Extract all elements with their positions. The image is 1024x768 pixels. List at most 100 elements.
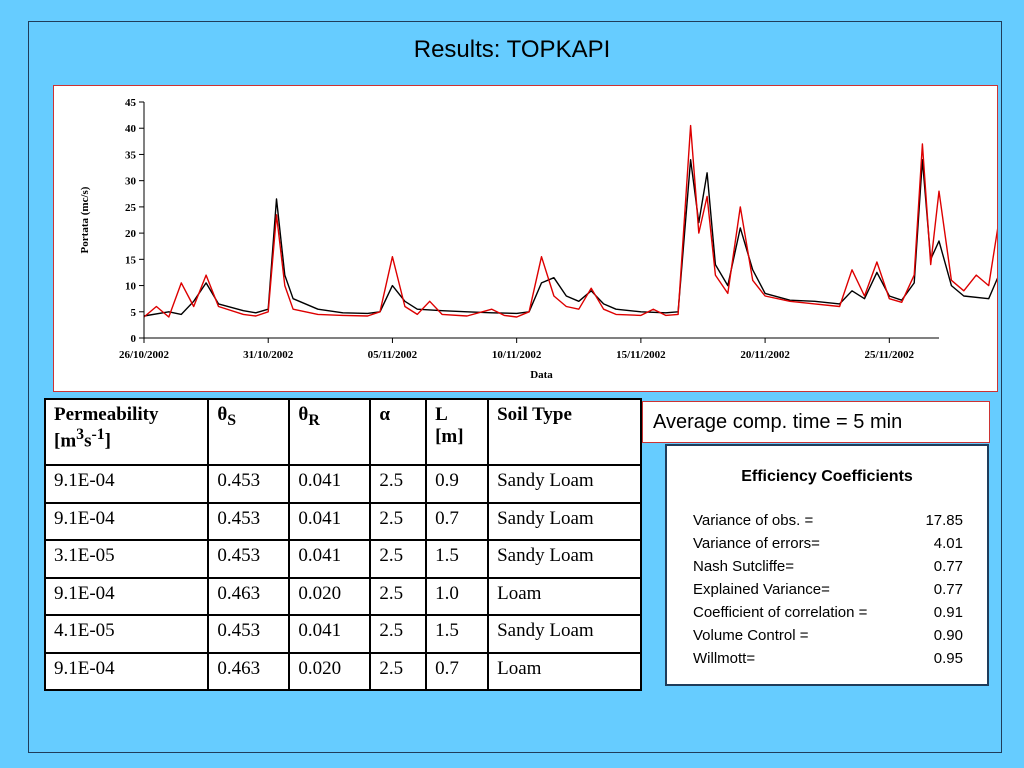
table-cell: Sandy Loam [487, 614, 642, 654]
table-cell: 0.020 [288, 651, 372, 691]
table-row: 9.1E-04 0.453 0.041 2.5 0.7 Sandy Loam [43, 501, 642, 541]
x-tick-label: 15/11/2002 [616, 349, 666, 361]
y-tick-label: 5 [131, 307, 137, 319]
x-axis-label: Data [530, 369, 553, 381]
table-row: 9.1E-04 0.453 0.041 2.5 0.9 Sandy Loam [43, 464, 642, 504]
series-line-1 [143, 159, 997, 317]
x-tick-label: 25/11/2002 [865, 349, 915, 361]
efficiency-label: Coefficient of correlation = [693, 604, 868, 621]
table-cell: 2.5 [369, 651, 428, 691]
table-cell: 0.7 [425, 651, 490, 691]
efficiency-row: Explained Variance= 0.77 [693, 578, 963, 601]
y-tick-label: 10 [125, 281, 137, 293]
average-computation-time: Average comp. time = 5 min [642, 401, 990, 443]
table-cell: 0.041 [288, 614, 372, 654]
efficiency-label: Willmott= [693, 650, 756, 667]
efficiency-title: Efficiency Coefficients [741, 468, 913, 485]
y-tick-label: 25 [125, 202, 137, 214]
table-cell: 0.041 [288, 539, 372, 579]
header-text: α [379, 404, 391, 425]
y-tick-label: 20 [125, 228, 137, 240]
y-tick-label: 0 [131, 333, 137, 345]
x-tick-label: 20/11/2002 [740, 349, 790, 361]
table-cell: 0.453 [207, 614, 291, 654]
table-cell: 9.1E-04 [43, 651, 210, 691]
table-cell: 9.1E-04 [43, 464, 210, 504]
series-line-2 [143, 124, 997, 318]
header-text: θ [217, 404, 228, 425]
y-tick-label: 40 [125, 123, 137, 135]
table-row: 9.1E-04 0.463 0.020 2.5 1.0 Loam [43, 576, 642, 616]
page-title: Results: TOPKAPI [413, 36, 611, 63]
table-cell: 3.1E-05 [43, 539, 210, 579]
table-cell: 0.453 [207, 501, 291, 541]
efficiency-row: Variance of errors= 4.01 [693, 532, 963, 555]
efficiency-value: 0.77 [933, 581, 963, 598]
table-header-row: Permeability [m3s-1] θS θR α L [m] Soil T… [43, 398, 642, 466]
header-unit-part: [m] [435, 426, 464, 447]
table-cell: 0.463 [207, 651, 291, 691]
table-cell: Sandy Loam [487, 539, 642, 579]
table-cell: 0.463 [207, 576, 291, 616]
hydrograph-chart: 0 5 10 15 20 25 30 35 40 45 26/10/2002 31/10/2002 05… [53, 85, 998, 392]
table-cell: Sandy Loam [487, 501, 642, 541]
table-cell: 2.5 [369, 501, 428, 541]
header-unit-part: [m [54, 430, 77, 452]
efficiency-label: Variance of errors= [693, 535, 820, 552]
efficiency-row: Coefficient of correlation = 0.91 [693, 601, 963, 624]
x-tick-label: 05/11/2002 [368, 349, 418, 361]
table-cell: Loam [487, 651, 642, 691]
table-cell: 0.7 [425, 501, 490, 541]
header-sup: 3 [76, 426, 85, 443]
efficiency-row: Volume Control = 0.90 [693, 624, 963, 647]
header-text: θ [298, 404, 309, 425]
table-row: 4.1E-05 0.453 0.041 2.5 1.5 Sandy Loam [43, 614, 642, 654]
header-text: Permeability [54, 404, 159, 425]
header-theta-r: θR [288, 398, 372, 466]
table-cell: 4.1E-05 [43, 614, 210, 654]
efficiency-row: Variance of obs. = 17.85 [693, 509, 963, 532]
parameters-table: Permeability [m3s-1] θS θR α L [m] Soil T… [43, 398, 642, 691]
y-tick-label: 35 [125, 149, 137, 161]
table-cell: 0.453 [207, 464, 291, 504]
efficiency-value: 17.85 [925, 512, 963, 529]
efficiency-value: 0.77 [933, 558, 963, 575]
header-soil-type: Soil Type [487, 398, 642, 466]
table-cell: 1.5 [425, 539, 490, 579]
header-theta-s: θS [207, 398, 291, 466]
header-l: L [m] [425, 398, 490, 466]
y-tick-label: 30 [125, 176, 137, 188]
table-cell: 0.041 [288, 501, 372, 541]
efficiency-coefficients-box: Efficiency Coefficients Variance of obs.… [665, 444, 989, 686]
table-cell: 0.020 [288, 576, 372, 616]
slide-frame [28, 21, 1002, 753]
table-cell: 0.9 [425, 464, 490, 504]
table-cell: 1.5 [425, 614, 490, 654]
efficiency-row: Nash Sutcliffe= 0.77 [693, 555, 963, 578]
header-text: Soil Type [497, 404, 572, 425]
y-axis-label: Portata (mc/s) [79, 186, 91, 253]
table-row: 9.1E-04 0.463 0.020 2.5 0.7 Loam [43, 651, 642, 691]
efficiency-value: 0.95 [933, 650, 963, 667]
table-cell: 2.5 [369, 464, 428, 504]
x-tick-label: 31/10/2002 [243, 349, 294, 361]
efficiency-value: 0.90 [933, 627, 963, 644]
efficiency-value: 4.01 [933, 535, 963, 552]
efficiency-label: Volume Control = [693, 627, 809, 644]
table-cell: Sandy Loam [487, 464, 642, 504]
efficiency-value: 0.91 [933, 604, 963, 621]
efficiency-label: Nash Sutcliffe= [693, 558, 795, 575]
x-tick-label: 10/11/2002 [492, 349, 542, 361]
table-cell: 0.453 [207, 539, 291, 579]
header-sup: -1 [91, 426, 105, 443]
y-tick-label: 15 [125, 254, 137, 266]
efficiency-row: Willmott= 0.95 [693, 647, 963, 670]
table-row: 3.1E-05 0.453 0.041 2.5 1.5 Sandy Loam [43, 539, 642, 579]
header-permeability: Permeability [m3s-1] [43, 398, 210, 466]
table-cell: 2.5 [369, 539, 428, 579]
table-cell: 1.0 [425, 576, 490, 616]
x-tick-label: 26/10/2002 [119, 349, 170, 361]
header-text: L [435, 404, 448, 425]
table-cell: 9.1E-04 [43, 501, 210, 541]
chart-svg: 0 5 10 15 20 25 30 35 40 45 26/10/2002 31/10/2002 05… [79, 97, 997, 381]
